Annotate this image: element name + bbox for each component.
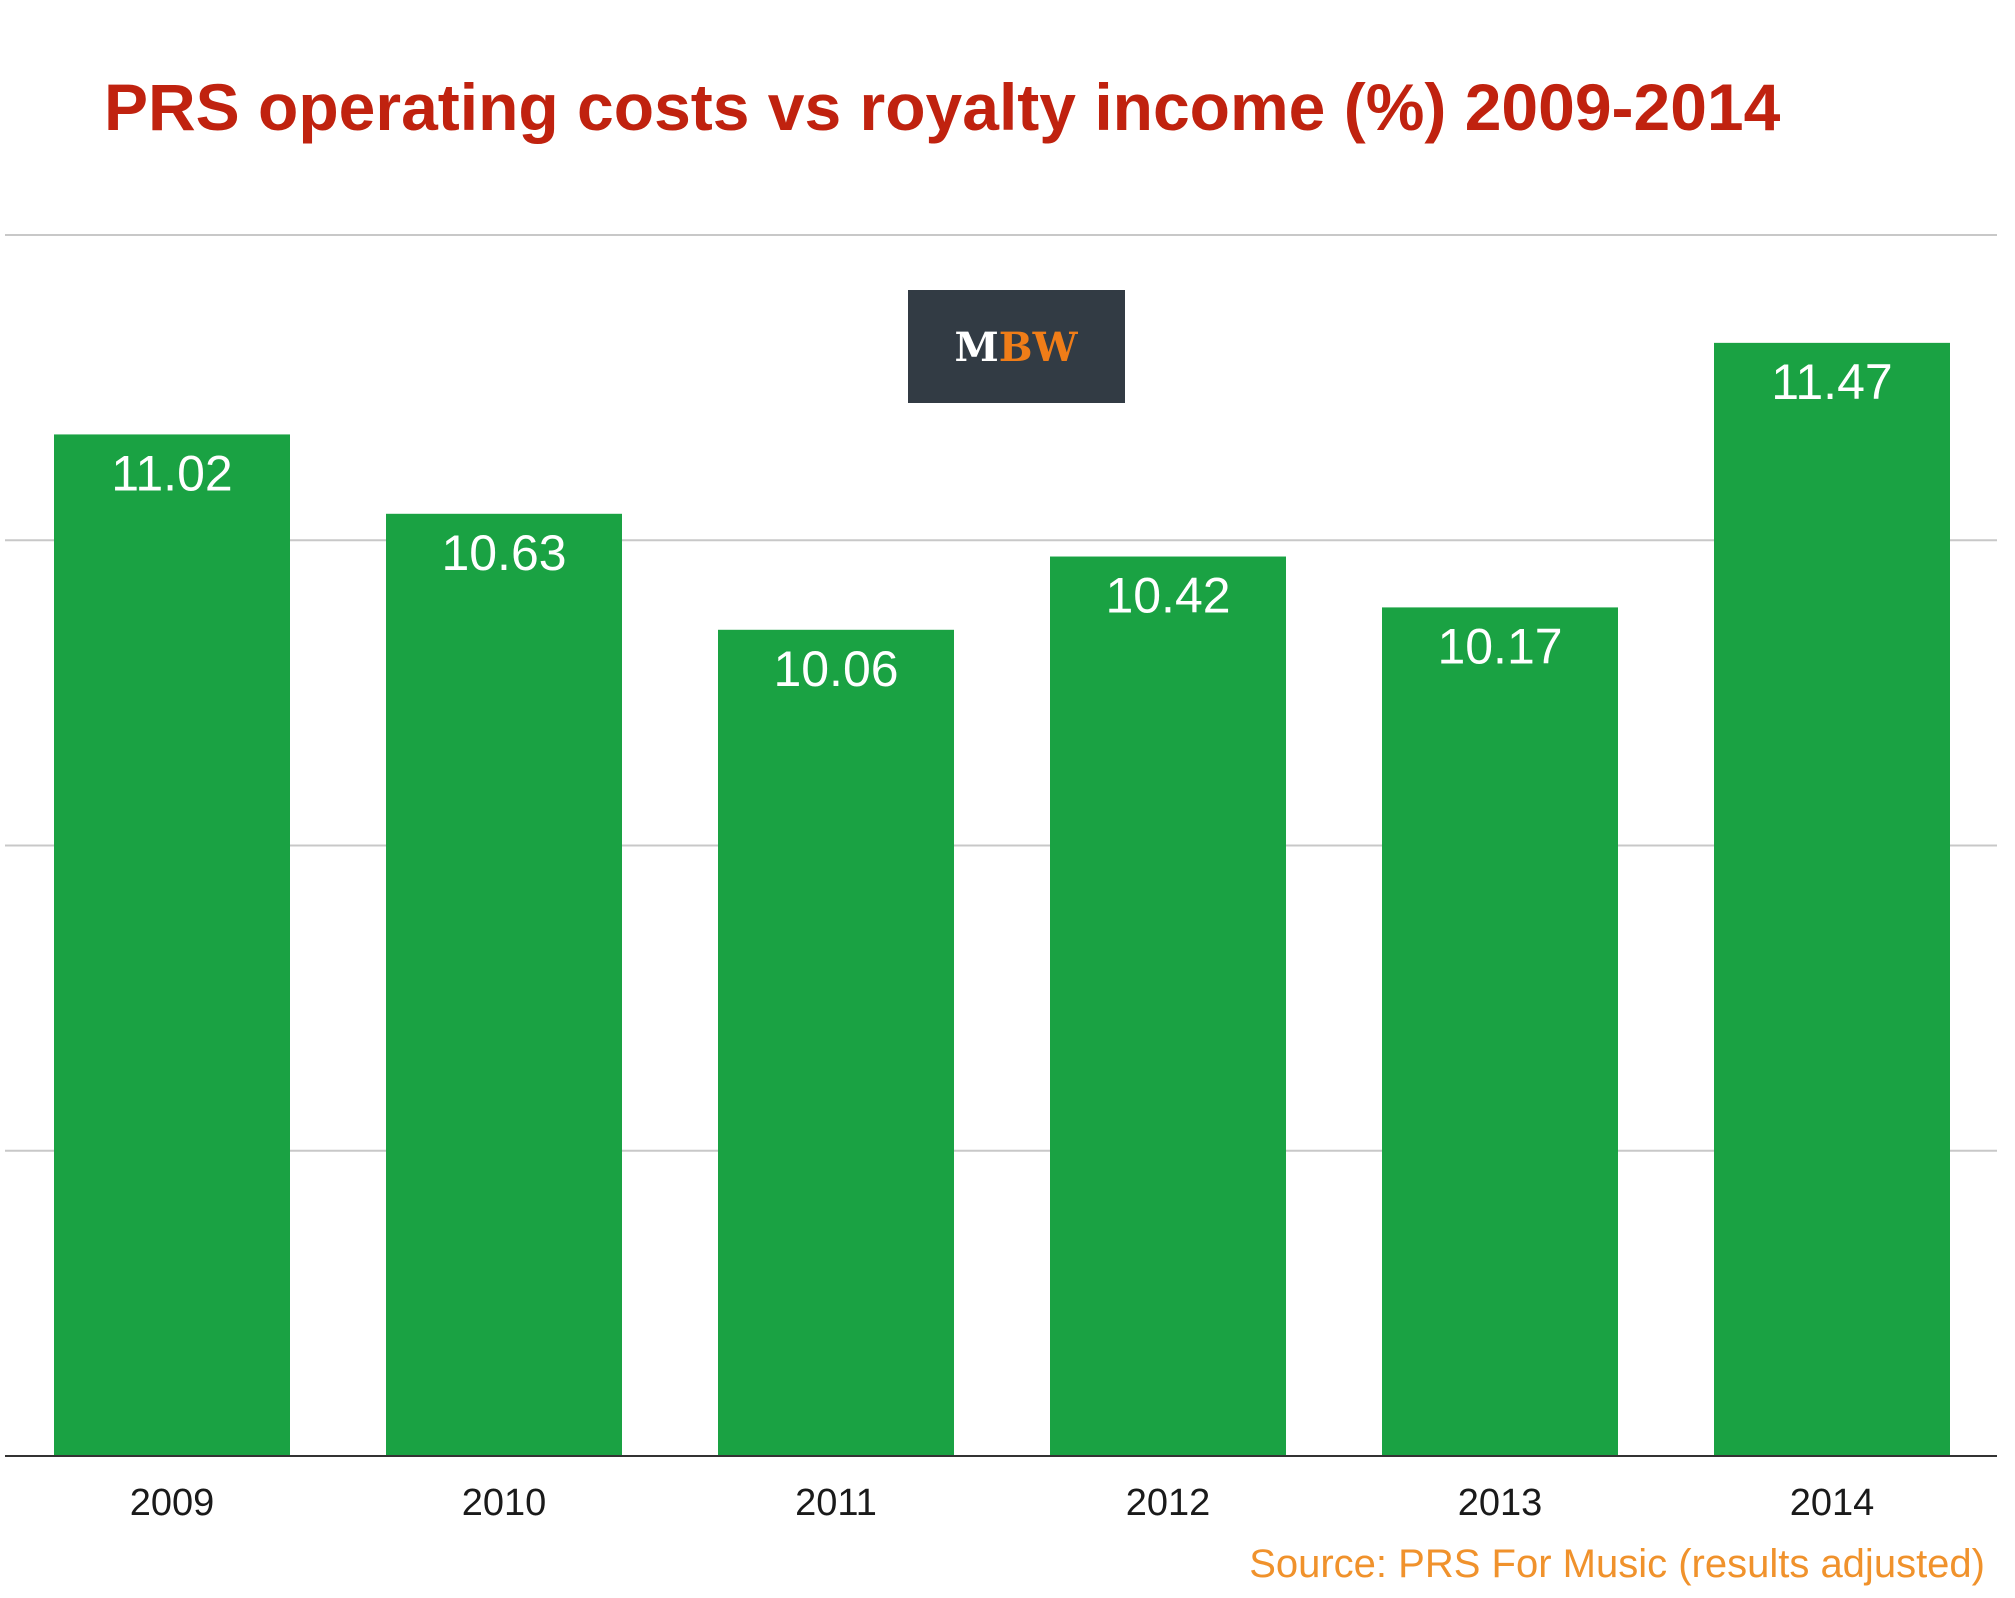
chart-title: PRS operating costs vs royalty income (%…	[104, 70, 1781, 144]
x-tick-label: 2009	[130, 1482, 215, 1524]
x-tick-label: 2010	[462, 1482, 547, 1524]
logo-text: MBW	[954, 324, 1078, 371]
x-tick-label: 2011	[795, 1482, 877, 1524]
bar-2011	[718, 629, 954, 1456]
bar-value-label: 10.63	[441, 525, 566, 581]
x-tick-label: 2012	[1126, 1482, 1211, 1524]
bar-2013	[1382, 607, 1618, 1456]
bar-value-label: 10.42	[1105, 568, 1230, 624]
bars	[54, 342, 1950, 1457]
value-labels: 11.02 10.63 10.06 10.42 10.17 11.47	[111, 354, 1892, 697]
bar-2010	[386, 513, 622, 1456]
x-tick-label: 2014	[1790, 1482, 1875, 1524]
logo-letters-bw: BW	[999, 324, 1079, 371]
bar-value-label: 10.17	[1437, 618, 1562, 674]
mbw-logo: MBW	[908, 290, 1125, 403]
logo-background	[908, 290, 1125, 403]
logo-letter-m: M	[954, 324, 998, 371]
source-note: Source: PRS For Music (results adjusted)	[1249, 1542, 1985, 1586]
bar-2009	[54, 434, 290, 1456]
bar-value-label: 11.02	[111, 445, 232, 501]
bar-2012	[1050, 556, 1286, 1456]
x-tick-label: 2013	[1458, 1482, 1543, 1524]
bar-value-label: 11.47	[1771, 354, 1892, 410]
bar-value-label: 10.06	[773, 641, 898, 697]
x-axis-ticks: 2009 2010 2011 2012 2013 2014	[130, 1482, 1875, 1524]
bar-2014	[1714, 342, 1950, 1457]
gridlines	[5, 234, 1997, 1152]
